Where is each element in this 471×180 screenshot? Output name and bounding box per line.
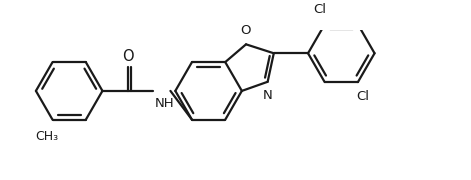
Text: Cl: Cl xyxy=(313,3,326,16)
Text: Cl: Cl xyxy=(357,90,369,103)
Text: NH: NH xyxy=(154,97,174,110)
Text: O: O xyxy=(122,49,134,64)
Text: N: N xyxy=(263,89,273,102)
Text: CH₃: CH₃ xyxy=(35,130,58,143)
Text: O: O xyxy=(240,24,250,37)
